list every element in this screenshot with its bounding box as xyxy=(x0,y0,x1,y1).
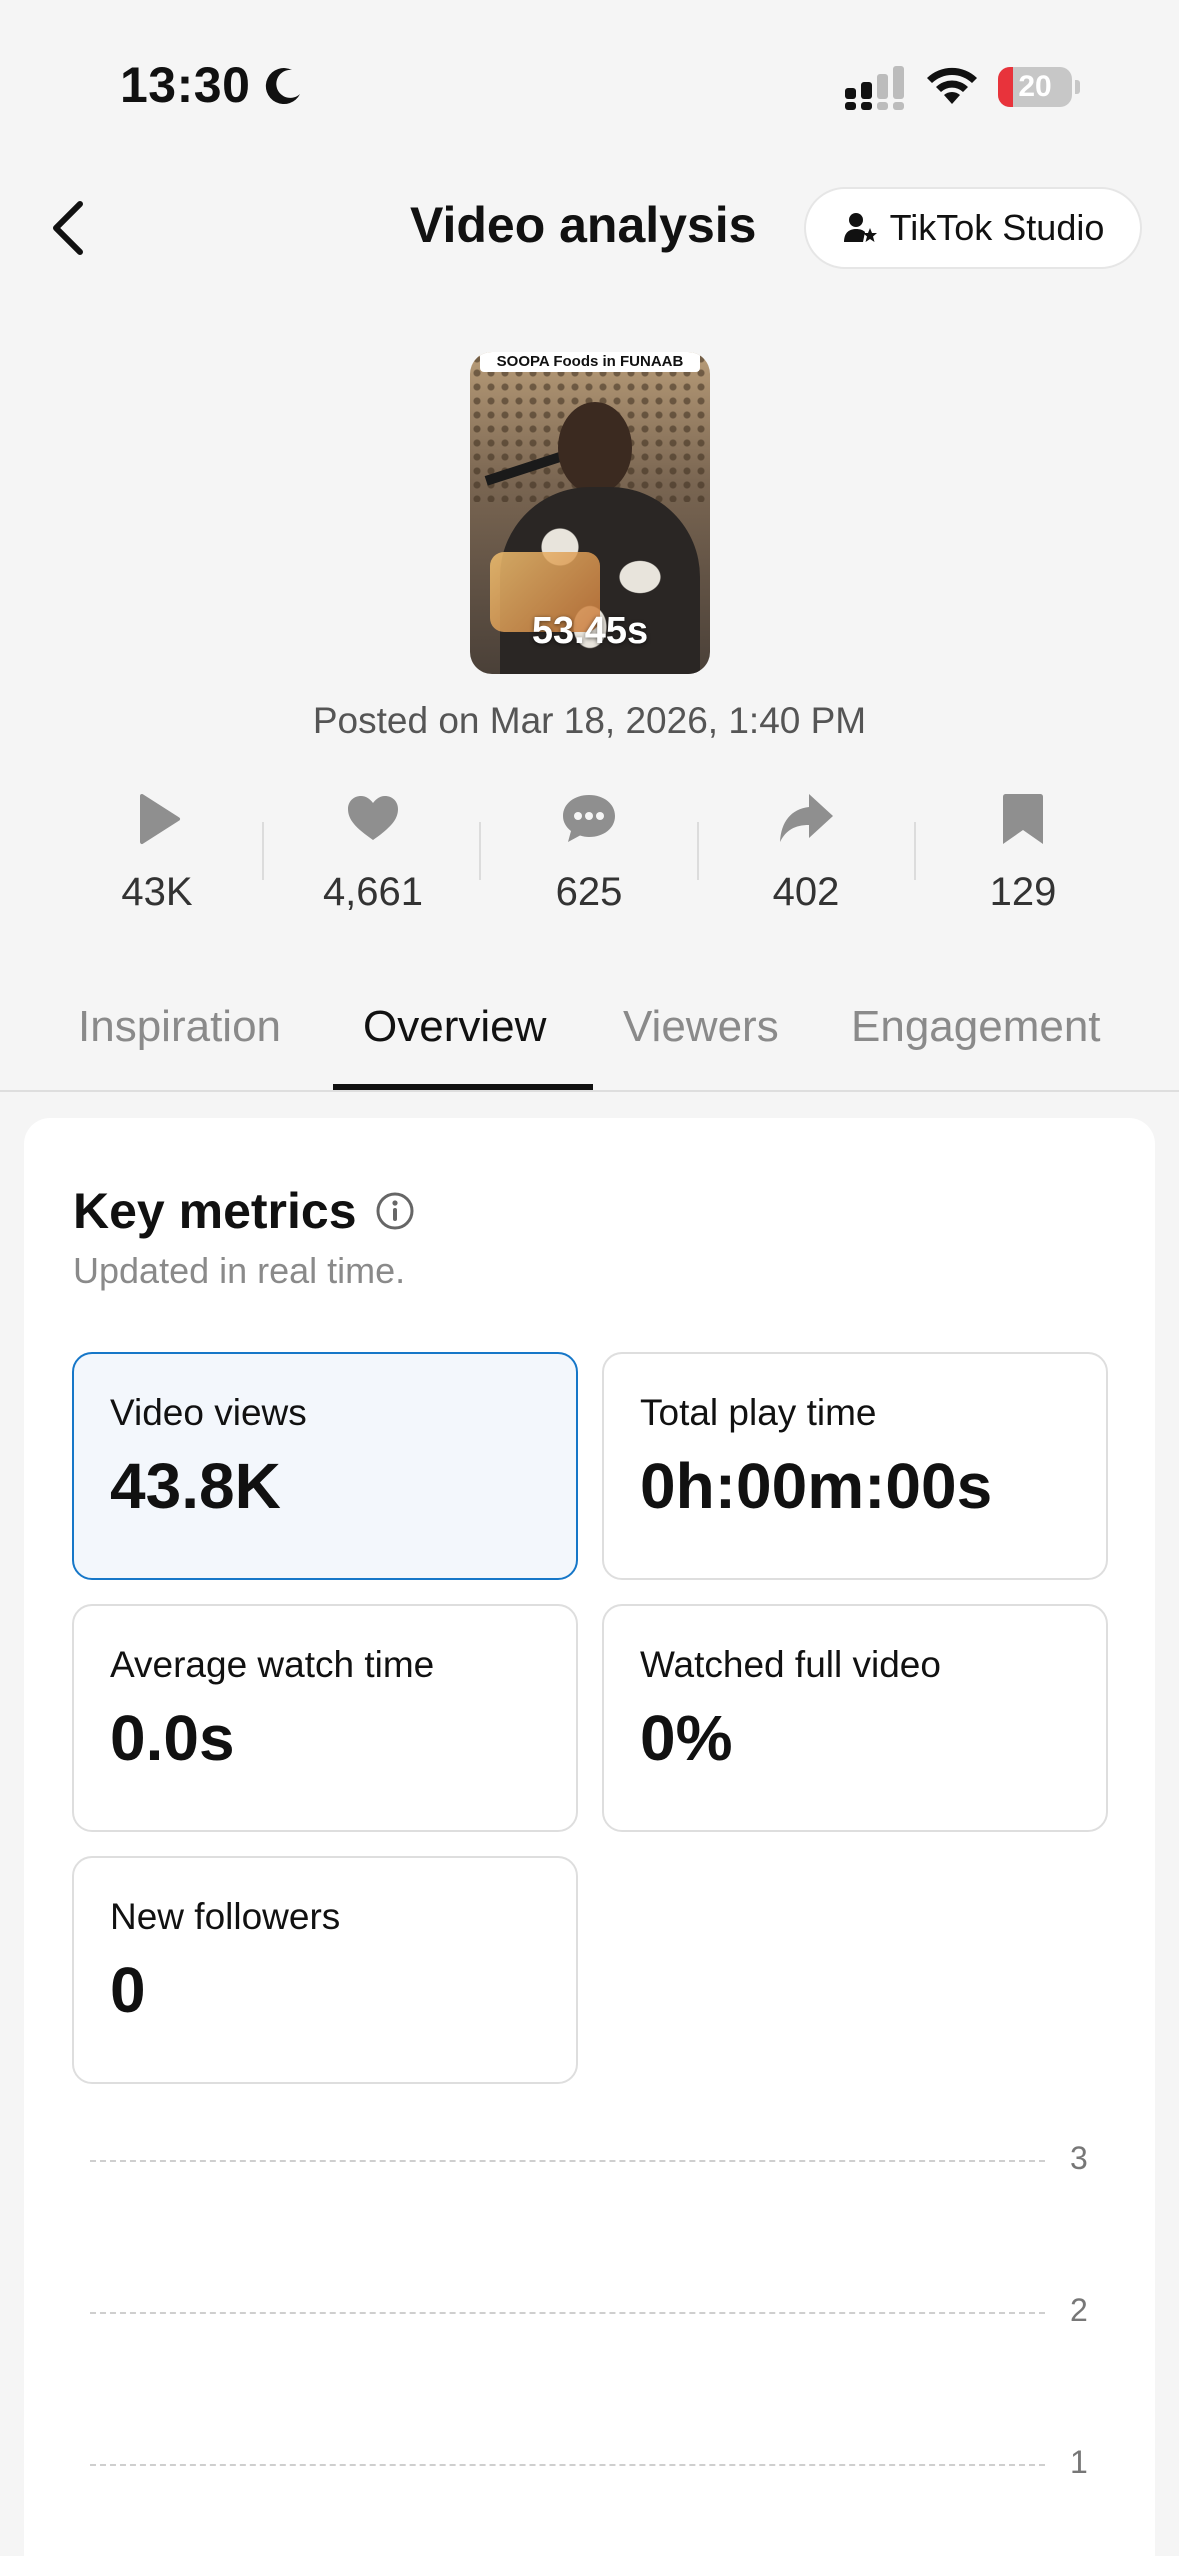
heart-icon xyxy=(348,796,398,840)
metric-label: Total play time xyxy=(640,1392,877,1433)
battery-indicator: 20 xyxy=(998,67,1080,107)
tab-viewers[interactable]: Viewers xyxy=(623,1002,779,1051)
tab-overview[interactable]: Overview xyxy=(363,1002,547,1051)
metric-chart: 3 2 1 xyxy=(60,2120,1120,2556)
video-caption: SOOPA Foods in FUNAAB xyxy=(480,352,700,372)
tab-engagement[interactable]: Engagement xyxy=(851,1002,1101,1051)
metric-card-average-watch-time[interactable]: Average watch time 0.0s xyxy=(72,1604,578,1832)
play-icon xyxy=(140,794,180,844)
stat-views: 43K xyxy=(77,790,237,915)
metric-value: 0h:00m:00s xyxy=(640,1450,993,1522)
metric-card-watched-full-video[interactable]: Watched full video 0% xyxy=(602,1604,1108,1832)
metric-card-video-views[interactable]: Video views 43.8K xyxy=(72,1352,578,1580)
metric-label: New followers xyxy=(110,1896,341,1937)
comments-count: 625 xyxy=(555,870,623,914)
share-arrow-icon xyxy=(780,794,833,842)
comment-bubble-icon xyxy=(563,795,615,842)
metric-value: 0.0s xyxy=(110,1702,235,1774)
metric-label: Video views xyxy=(110,1392,307,1433)
stat-saves: 129 xyxy=(943,790,1103,915)
chevron-left-icon xyxy=(53,200,83,255)
key-metrics-title: Key metrics xyxy=(73,1183,357,1239)
cellular-signal-icon xyxy=(845,66,904,110)
status-bar: 13:30 20 xyxy=(0,0,1179,150)
key-metrics-subtitle: Updated in real time. xyxy=(73,1250,406,1291)
chart-y-tick-label: 2 xyxy=(1070,2292,1088,2328)
status-time: 13:30 xyxy=(120,57,251,113)
likes-count: 4,661 xyxy=(322,870,424,914)
posted-date: Posted on Mar 18, 2026, 1:40 PM xyxy=(312,700,867,741)
metric-value: 43.8K xyxy=(110,1450,281,1522)
chart-gridline xyxy=(90,2160,1045,2162)
info-icon[interactable] xyxy=(374,1190,416,1232)
stat-likes: 4,661 xyxy=(293,790,453,915)
tab-inspiration[interactable]: Inspiration xyxy=(78,1002,282,1051)
bookmark-icon xyxy=(1003,794,1043,844)
shares-count: 402 xyxy=(772,870,840,914)
chart-gridline xyxy=(90,2312,1045,2314)
saves-count: 129 xyxy=(989,870,1057,914)
chart-y-tick-label: 1 xyxy=(1070,2444,1088,2480)
video-duration: 53.45s xyxy=(531,610,649,652)
key-metrics-card: Key metrics Updated in real time. Video … xyxy=(24,1118,1155,2556)
metric-card-total-play-time[interactable]: Total play time 0h:00m:00s xyxy=(602,1352,1108,1580)
stat-comments: 625 xyxy=(509,790,669,915)
tiktok-studio-button[interactable]: TikTok Studio xyxy=(804,187,1142,269)
metric-value: 0 xyxy=(110,1954,146,2026)
metric-label: Watched full video xyxy=(640,1644,941,1685)
wifi-icon xyxy=(927,67,977,104)
page-title: Video analysis xyxy=(410,197,757,253)
views-count: 43K xyxy=(121,870,193,914)
metric-card-new-followers[interactable]: New followers 0 xyxy=(72,1856,578,2084)
active-tab-indicator xyxy=(333,1084,593,1090)
back-button[interactable] xyxy=(38,190,98,265)
moon-icon xyxy=(265,68,300,105)
battery-fill xyxy=(998,67,1013,107)
metric-value: 0% xyxy=(640,1702,733,1774)
battery-level: 20 xyxy=(1018,70,1052,103)
stat-shares: 402 xyxy=(726,790,886,915)
metric-label: Average watch time xyxy=(110,1644,435,1685)
video-thumbnail[interactable]: SOOPA Foods in FUNAAB 53.45s xyxy=(470,352,710,674)
person-star-icon xyxy=(843,213,877,242)
chart-y-tick-label: 3 xyxy=(1070,2140,1088,2176)
analytics-tabs: Inspiration Overview Viewers Engagement xyxy=(0,990,1179,1092)
chart-gridline xyxy=(90,2464,1045,2466)
tiktok-studio-label: TikTok Studio xyxy=(889,207,1105,248)
